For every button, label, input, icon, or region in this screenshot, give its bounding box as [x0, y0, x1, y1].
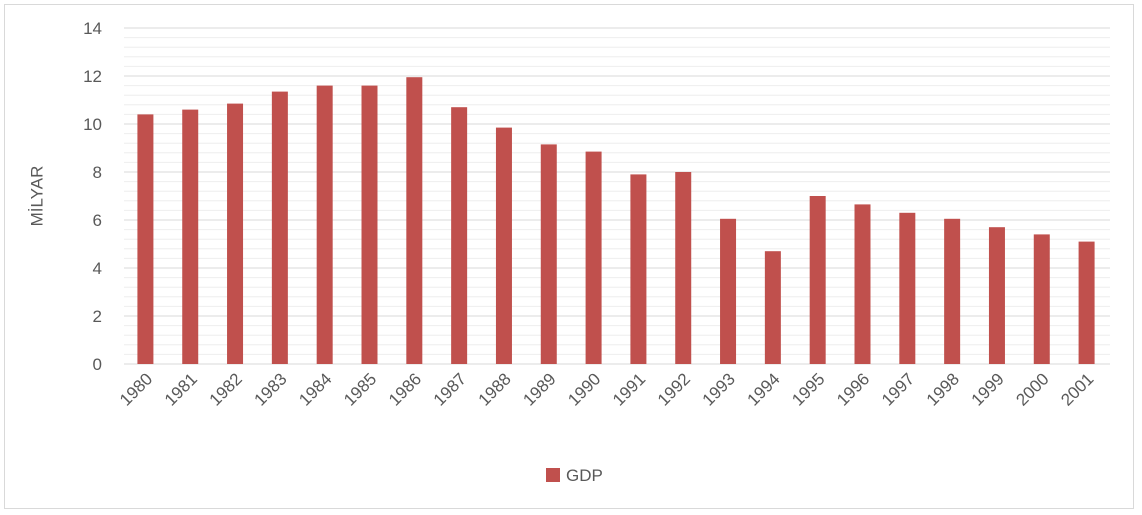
bar-1991 — [630, 174, 647, 364]
x-tick-label: 1986 — [385, 369, 425, 409]
y-tick-label: 12 — [83, 67, 102, 86]
x-tick-label: 1983 — [251, 369, 291, 409]
bar-1999 — [988, 227, 1005, 364]
y-tick-label: 0 — [93, 355, 102, 374]
bar-2000 — [1033, 234, 1050, 364]
y-axis-label: MİLYAR — [27, 166, 46, 227]
x-tick-label: 1996 — [833, 369, 873, 409]
y-tick-label: 10 — [83, 115, 102, 134]
y-tick-label: 6 — [93, 211, 102, 230]
bar-1988 — [495, 127, 512, 364]
bar-1985 — [361, 85, 378, 364]
bar-1989 — [540, 144, 557, 364]
x-tick-label: 1980 — [116, 369, 156, 409]
bar-1994 — [764, 251, 781, 364]
x-axis-ticks: 1980 1981 1982 1983 1984 1985 1986 1987 1988 1989… — [116, 369, 1097, 409]
bar-2001 — [1078, 241, 1095, 364]
x-tick-label: 1991 — [609, 369, 649, 409]
y-tick-label: 14 — [83, 19, 102, 38]
x-tick-label: 2000 — [1012, 369, 1052, 409]
bar-1990 — [585, 151, 602, 364]
x-tick-label: 1988 — [475, 369, 515, 409]
y-tick-label: 8 — [93, 163, 102, 182]
bar-1995 — [809, 196, 826, 364]
x-tick-label: 1992 — [654, 369, 694, 409]
x-tick-label: 1994 — [744, 369, 784, 409]
x-tick-label: 1981 — [161, 369, 201, 409]
bar-1996 — [854, 204, 871, 364]
x-tick-label: 1985 — [340, 369, 380, 409]
bar-1993 — [720, 218, 737, 364]
bar-1981 — [182, 109, 199, 364]
legend-label-gdp: GDP — [566, 466, 603, 485]
x-tick-label: 1987 — [430, 369, 470, 409]
bar-1987 — [451, 107, 468, 364]
legend-swatch-gdp — [546, 468, 560, 482]
bar-1984 — [316, 85, 333, 364]
bar-1986 — [406, 77, 423, 364]
bar-1980 — [137, 114, 154, 365]
x-tick-label: 1989 — [519, 369, 559, 409]
legend: GDP — [546, 466, 603, 485]
x-tick-label: 1982 — [206, 369, 246, 409]
bar-1997 — [899, 212, 916, 364]
bar-1983 — [271, 91, 288, 364]
bar-1992 — [675, 172, 692, 364]
x-tick-label: 1998 — [923, 369, 963, 409]
x-tick-label: 1993 — [699, 369, 739, 409]
x-tick-label: 1999 — [968, 369, 1008, 409]
x-tick-label: 1984 — [295, 369, 335, 409]
x-tick-label: 2001 — [1057, 369, 1097, 409]
y-tick-label: 2 — [93, 307, 102, 326]
bars — [137, 77, 1095, 365]
x-tick-label: 1990 — [564, 369, 604, 409]
y-axis-ticks: 0 2 4 6 8 10 12 14 — [83, 19, 102, 374]
bar-1998 — [944, 218, 961, 364]
y-tick-label: 4 — [93, 259, 102, 278]
x-tick-label: 1995 — [788, 369, 828, 409]
x-tick-label: 1997 — [878, 369, 918, 409]
bar-1982 — [227, 103, 244, 364]
